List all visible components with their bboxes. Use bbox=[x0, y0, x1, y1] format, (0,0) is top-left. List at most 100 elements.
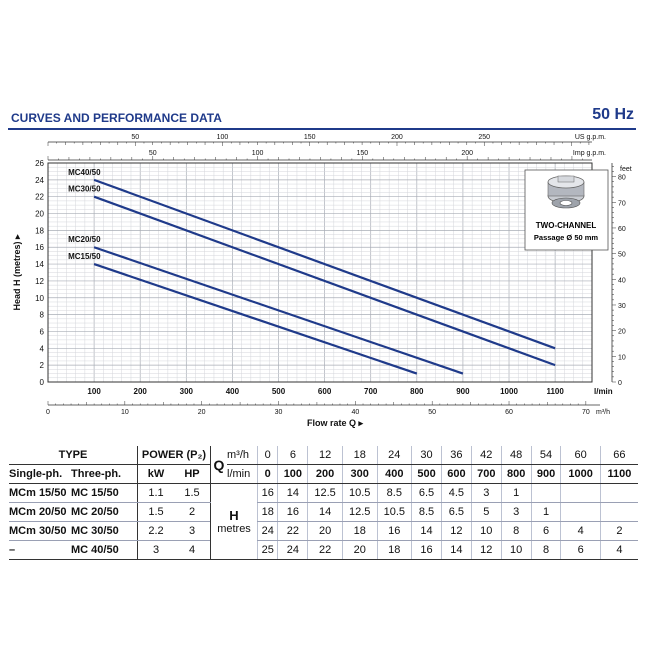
table-header-row: TYPE POWER (P₂) Q m³/h 0 6 12 18 24 30 3… bbox=[9, 446, 638, 484]
table-row: MCm 20/50 MC 20/50 1.5 2 18 16 14 12.5 1… bbox=[9, 502, 638, 522]
y-tick-label: 12 bbox=[35, 277, 44, 286]
impgpm-tick-label: 100 bbox=[252, 150, 264, 157]
curve-label: MC40/50 bbox=[68, 168, 101, 177]
m3h-tick-label: 30 bbox=[275, 409, 283, 416]
y-tick-label: 26 bbox=[35, 159, 44, 168]
head-cell: 6.5 bbox=[440, 502, 472, 522]
q-m3h-cell: 66 bbox=[599, 446, 638, 465]
q-lmin-cell: 300 bbox=[341, 464, 377, 484]
channel-inset: TWO-CHANNEL Passage Ø 50 mm bbox=[524, 169, 609, 251]
q-lmin-cell: 500 bbox=[411, 464, 442, 484]
three-phase-model: MC 40/50 bbox=[71, 540, 138, 560]
head-cell: 8.5 bbox=[376, 483, 412, 503]
head-cell: 12 bbox=[470, 540, 502, 560]
q-lmin-cell: 1100 bbox=[599, 464, 638, 484]
single-phase-model: MCm 20/50 bbox=[9, 502, 71, 522]
hp-header: HP bbox=[174, 464, 211, 484]
head-cell: 12.5 bbox=[341, 502, 377, 522]
head-cell: 10.5 bbox=[376, 502, 412, 522]
head-cell: 2 bbox=[599, 521, 638, 541]
head-cell: 10 bbox=[500, 540, 532, 560]
head-cell bbox=[599, 502, 638, 522]
x-tick-label: 400 bbox=[226, 387, 240, 396]
q-m3h-cell: 0 bbox=[256, 446, 278, 465]
q-lmin-cell: 900 bbox=[530, 464, 561, 484]
q-lmin-cell: 800 bbox=[500, 464, 532, 484]
m3h-tick-label: 10 bbox=[121, 409, 129, 416]
m3h-tick-label: 60 bbox=[505, 409, 513, 416]
q-lmin-cell: 1000 bbox=[560, 464, 601, 484]
three-phase-header: Three-ph. bbox=[71, 464, 138, 484]
m3h-tick-label: 40 bbox=[351, 409, 359, 416]
y-tick-label: 10 bbox=[35, 294, 44, 303]
power-hp: 4 bbox=[174, 540, 211, 560]
feet-tick-label: 30 bbox=[618, 303, 626, 310]
head-cell: 20 bbox=[341, 540, 377, 560]
q-lmin-cell: 700 bbox=[470, 464, 502, 484]
head-cell: 14 bbox=[277, 483, 308, 503]
head-cell: 6 bbox=[560, 540, 601, 560]
head-cell bbox=[599, 483, 638, 503]
x-tick-label: 1100 bbox=[546, 387, 564, 396]
m3h-tick-label: 70 bbox=[582, 409, 590, 416]
m3h-tick-label: 20 bbox=[198, 409, 206, 416]
head-cell: 4.5 bbox=[440, 483, 472, 503]
curve-mc15-50 bbox=[93, 263, 418, 375]
q-m3h-cell: 6 bbox=[277, 446, 308, 465]
inset-subtitle: Passage Ø 50 mm bbox=[534, 233, 599, 242]
head-cell: 14 bbox=[307, 502, 343, 522]
three-phase-model: MC 30/50 bbox=[71, 521, 138, 541]
head-cell: 1 bbox=[500, 483, 532, 503]
usgpm-tick-label: 200 bbox=[391, 134, 403, 141]
y-tick-label: 18 bbox=[35, 226, 44, 235]
x-unit-label: l/min bbox=[594, 387, 613, 396]
q-lmin-cell: 200 bbox=[307, 464, 343, 484]
head-cell: 3 bbox=[500, 502, 532, 522]
three-phase-model: MC 20/50 bbox=[71, 502, 138, 522]
q-m3h-cell: 60 bbox=[560, 446, 601, 465]
power-kw: 1.1 bbox=[137, 483, 174, 503]
head-cell: 3 bbox=[470, 483, 502, 503]
y-tick-label: 22 bbox=[35, 193, 44, 202]
y-tick-label: 6 bbox=[40, 327, 45, 336]
curve-mc20-50 bbox=[93, 246, 464, 375]
head-cell: 4 bbox=[599, 540, 638, 560]
y-tick-label: 4 bbox=[40, 344, 45, 353]
q-m3h-cell: 54 bbox=[530, 446, 561, 465]
y-tick-label: 24 bbox=[35, 176, 44, 185]
plot-frame bbox=[47, 162, 593, 383]
feet-tick-label: 10 bbox=[618, 354, 626, 361]
three-phase-model: MC 15/50 bbox=[71, 483, 138, 503]
head-cell: 4 bbox=[560, 521, 601, 541]
m3h-tick-label: 50 bbox=[428, 409, 436, 416]
power-kw: 1.5 bbox=[137, 502, 174, 522]
y-tick-label: 0 bbox=[40, 378, 45, 387]
q-m3h-cell: 48 bbox=[500, 446, 532, 465]
head-cell: 16 bbox=[256, 483, 278, 503]
table-row: – MC 40/50 3 4 25 24 22 20 18 16 14 12 1… bbox=[9, 540, 638, 560]
feet-tick-label: 40 bbox=[618, 277, 626, 284]
title-rule bbox=[8, 128, 636, 130]
head-cell: 20 bbox=[307, 521, 343, 541]
head-cell: 16 bbox=[277, 502, 308, 522]
y-tick-label: 20 bbox=[35, 210, 44, 219]
curve-label: MC15/50 bbox=[68, 252, 101, 261]
y-tick-label: 8 bbox=[40, 311, 45, 320]
head-cell: 14 bbox=[411, 521, 442, 541]
usgpm-tick-label: 50 bbox=[131, 134, 139, 141]
table-row: MCm 30/50 MC 30/50 2.2 3 24 22 20 18 16 … bbox=[9, 521, 638, 541]
power-hp: 3 bbox=[174, 521, 211, 541]
head-cell: 6.5 bbox=[411, 483, 442, 503]
single-phase-header: Single-ph. bbox=[9, 464, 71, 484]
head-cell: 22 bbox=[307, 540, 343, 560]
head-cell: 16 bbox=[411, 540, 442, 560]
usgpm-unit-label: US g.p.m. bbox=[575, 134, 606, 141]
chart-grid bbox=[47, 162, 593, 383]
q-m3h-cell: 12 bbox=[307, 446, 343, 465]
head-cell: 12.5 bbox=[307, 483, 343, 503]
h-symbol: H bbox=[229, 508, 239, 523]
q-symbol: Q bbox=[213, 456, 225, 473]
y-axis-label: Head H (metres) ▸ bbox=[12, 234, 22, 311]
curve-label: MC30/50 bbox=[68, 185, 101, 194]
